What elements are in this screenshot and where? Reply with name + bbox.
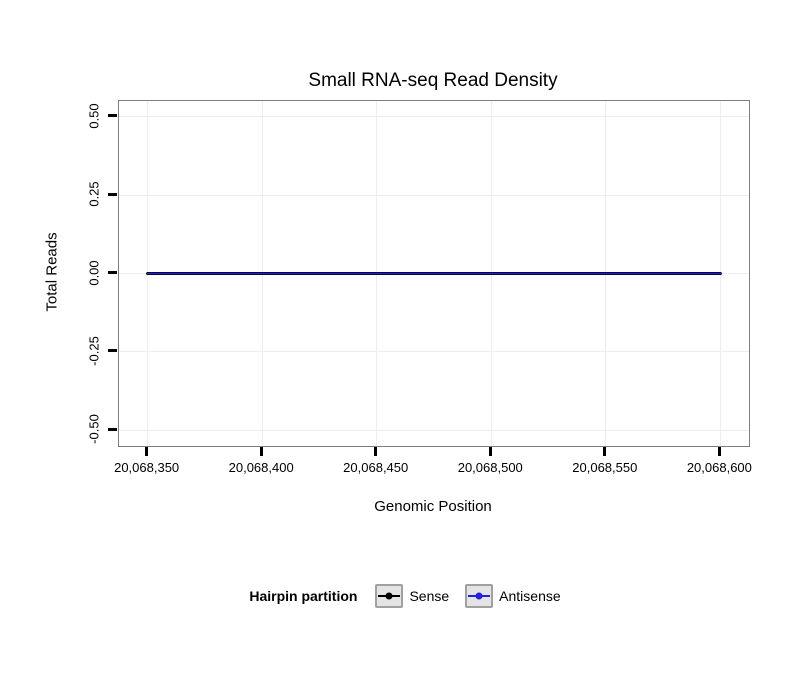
legend-item-label: Sense xyxy=(409,588,450,604)
x-tick-mark xyxy=(374,446,378,456)
y-axis-label: Total Reads xyxy=(43,232,61,312)
legend-items: Sense Antisense xyxy=(375,584,561,608)
x-tick-label: 20,068,350 xyxy=(114,460,180,475)
x-tick-label: 20,068,600 xyxy=(686,460,752,475)
legend-key xyxy=(375,584,404,608)
x-tick-mark xyxy=(488,446,492,456)
y-tick-mark xyxy=(107,114,117,118)
legend-key-dot-icon xyxy=(385,592,393,600)
legend-key-dot-icon xyxy=(475,592,483,600)
x-tick-label: 20,068,500 xyxy=(457,460,523,475)
legend-item-label: Antisense xyxy=(499,588,561,604)
legend-key xyxy=(465,584,494,608)
gridline-horizontal xyxy=(119,116,749,118)
y-tick-label: 0.00 xyxy=(86,259,102,286)
x-tick-label: 20,068,550 xyxy=(572,460,638,475)
y-tick-label: 0.25 xyxy=(86,181,102,207)
x-tick-mark xyxy=(603,446,607,456)
x-tick-label: 20,068,450 xyxy=(343,460,409,475)
y-tick-mark xyxy=(107,427,117,431)
gridline-horizontal xyxy=(119,429,749,431)
y-tick-label: -0.25 xyxy=(86,336,102,366)
x-axis-label: Genomic Position xyxy=(374,498,492,515)
y-tick-mark xyxy=(107,192,117,196)
legend-title: Hairpin partition xyxy=(249,588,358,604)
y-tick-mark xyxy=(107,271,117,274)
legend: Hairpin partition Sense Antisense xyxy=(0,580,810,612)
chart-title: Small RNA-seq Read Density xyxy=(308,70,558,91)
legend-item: Antisense xyxy=(465,584,561,608)
gridline-horizontal xyxy=(119,351,749,353)
x-tick-mark xyxy=(717,446,721,456)
plot-lines xyxy=(146,272,722,275)
y-tick-label: 0.50 xyxy=(86,103,102,129)
x-tick-mark xyxy=(259,446,263,456)
x-tick-label: 20,068,400 xyxy=(228,460,294,475)
legend-item: Sense xyxy=(375,584,449,608)
y-tick-label: -0.50 xyxy=(86,414,102,445)
y-tick-mark xyxy=(107,349,117,353)
plot-panel xyxy=(118,100,750,447)
gridline-horizontal xyxy=(119,194,749,196)
x-tick-mark xyxy=(145,446,149,456)
